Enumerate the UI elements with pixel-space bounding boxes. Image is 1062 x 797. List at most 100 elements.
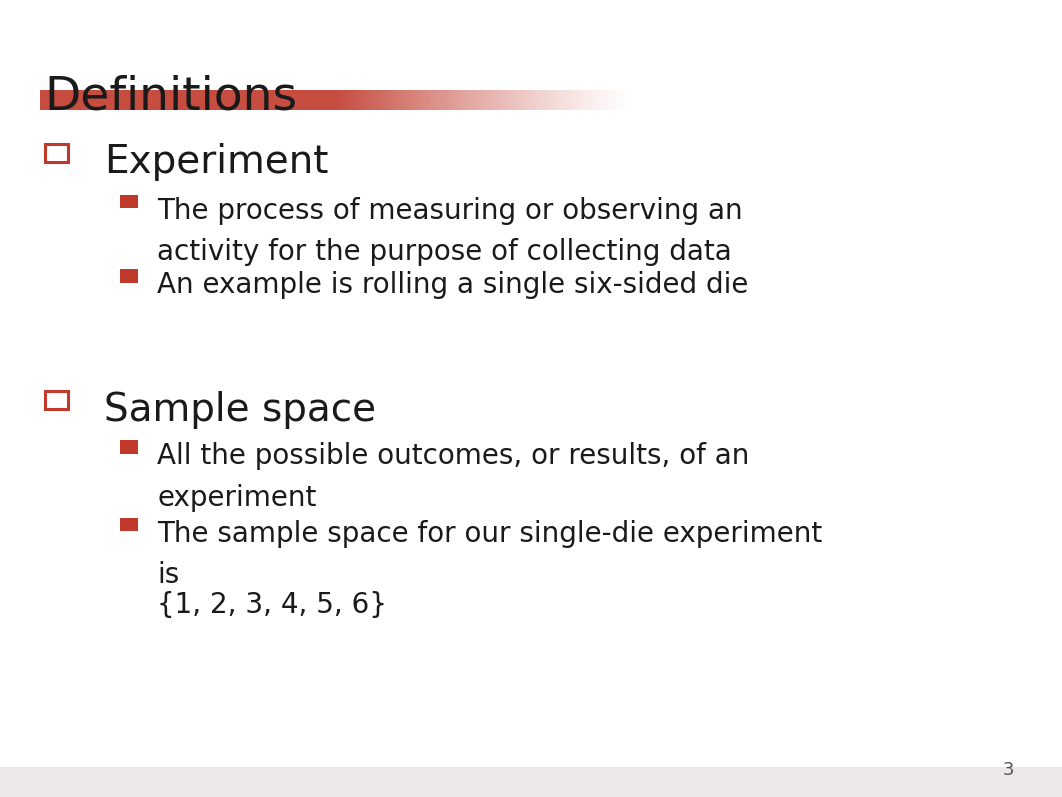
Bar [464,90,466,110]
Bar [624,90,626,110]
Bar [149,90,151,110]
Bar [542,90,543,110]
Bar [285,90,287,110]
Bar [64,90,66,110]
Bar [68,90,70,110]
Bar [417,90,418,110]
Bar [445,90,446,110]
Bar [185,90,186,110]
Bar [234,90,236,110]
Bar [255,90,257,110]
Bar [407,90,409,110]
Bar [259,90,261,110]
Bar [208,90,210,110]
Bar [381,90,383,110]
Bar [342,90,344,110]
Bar [261,90,263,110]
Bar [356,90,358,110]
Bar [335,90,336,110]
Bar [287,90,289,110]
Bar [597,90,598,110]
Bar [348,90,349,110]
Bar [535,90,537,110]
Bar [66,90,68,110]
Bar [54,90,56,110]
Bar [551,90,553,110]
Bar [45,391,68,409]
Bar [496,90,498,110]
Bar [620,90,622,110]
Text: All the possible outcomes, or results, of an: All the possible outcomes, or results, o… [157,442,750,470]
Bar [91,90,93,110]
Bar [100,90,102,110]
Bar [139,90,141,110]
Bar [425,90,427,110]
Bar [569,90,570,110]
Bar [176,90,178,110]
Bar [436,90,439,110]
Bar [56,90,58,110]
Bar [459,90,460,110]
Bar [114,90,116,110]
Bar [415,90,417,110]
Bar [579,90,581,110]
Bar [158,90,160,110]
Bar [62,90,64,110]
Bar [321,90,323,110]
Bar [340,90,342,110]
Bar [521,90,524,110]
Bar [123,90,125,110]
Bar [220,90,222,110]
Bar [171,90,172,110]
Bar [452,90,455,110]
Bar [216,90,218,110]
Bar [466,90,468,110]
Bar [352,90,354,110]
Bar [178,90,181,110]
Bar [194,90,196,110]
Bar [556,90,559,110]
Bar [570,90,572,110]
Bar [510,90,512,110]
Bar [446,90,448,110]
Bar [305,90,307,110]
Bar [181,90,183,110]
Bar [598,90,600,110]
Bar [524,90,526,110]
Bar [383,90,386,110]
Bar [405,90,407,110]
Bar [595,90,597,110]
Bar [82,90,84,110]
Bar [121,90,123,110]
Bar [515,90,517,110]
Bar [427,90,429,110]
Bar [559,90,561,110]
Bar [151,90,153,110]
Bar [275,90,277,110]
Bar [48,90,50,110]
Bar [439,90,441,110]
Bar [117,90,119,110]
Bar [127,90,130,110]
Bar [346,90,348,110]
Bar [480,90,482,110]
Bar [455,90,457,110]
Bar [120,269,138,282]
Bar [374,90,376,110]
Bar [120,440,138,454]
Bar [72,90,74,110]
Bar [508,90,510,110]
Bar [155,90,157,110]
Bar [630,90,632,110]
Bar [397,90,399,110]
Bar [102,90,103,110]
Bar [174,90,176,110]
Bar [324,90,326,110]
Bar [533,90,535,110]
Bar [93,90,96,110]
Bar [622,90,624,110]
Bar [575,90,577,110]
Bar [293,90,295,110]
Bar [109,90,112,110]
Bar [310,90,312,110]
